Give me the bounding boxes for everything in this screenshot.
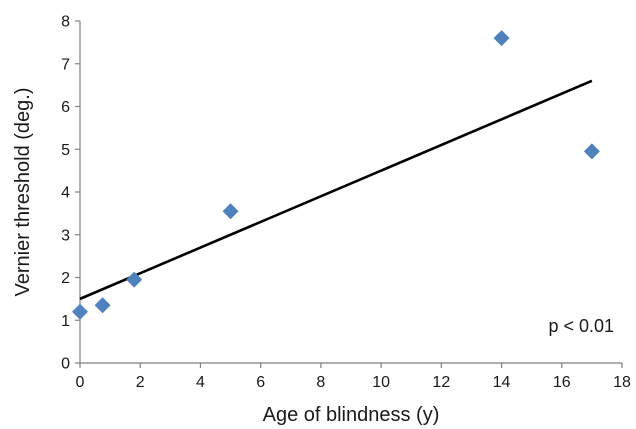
y-tick-label: 6 bbox=[61, 99, 70, 116]
x-tick-label: 6 bbox=[256, 374, 265, 391]
x-axis-title: Age of blindness (y) bbox=[263, 404, 440, 426]
data-point bbox=[126, 271, 143, 288]
y-tick-label: 5 bbox=[61, 142, 70, 159]
p-value-annotation: p < 0.01 bbox=[548, 316, 614, 336]
data-points bbox=[72, 30, 600, 320]
x-tick-label: 0 bbox=[76, 374, 85, 391]
y-axis-title: Vernier threshold (deg.) bbox=[12, 87, 34, 296]
data-point bbox=[94, 297, 111, 314]
x-tick-label: 2 bbox=[136, 374, 145, 391]
data-point bbox=[583, 143, 600, 160]
x-tick-label: 18 bbox=[613, 374, 631, 391]
y-tick-label: 4 bbox=[61, 185, 70, 202]
x-tick-label: 8 bbox=[316, 374, 325, 391]
x-tick-label: 4 bbox=[196, 374, 205, 391]
data-point bbox=[72, 303, 88, 320]
trendline bbox=[79, 79, 593, 301]
axes bbox=[79, 21, 622, 364]
x-tick-label: 12 bbox=[432, 374, 450, 391]
x-tick-label: 16 bbox=[553, 374, 571, 391]
x-tick-label: 10 bbox=[372, 374, 390, 391]
y-tick-label: 2 bbox=[61, 270, 70, 287]
data-point bbox=[222, 203, 239, 220]
data-point bbox=[493, 30, 510, 47]
x-tick-label: 14 bbox=[493, 374, 511, 391]
y-tick-label: 1 bbox=[61, 313, 70, 330]
y-tick-label: 0 bbox=[61, 356, 70, 373]
y-tick-label: 8 bbox=[61, 14, 70, 31]
y-axis-ticks: 0 1 2 3 4 5 6 7 8 bbox=[61, 14, 80, 373]
x-axis-ticks: 0 2 4 6 8 10 12 14 16 18 bbox=[76, 363, 631, 391]
y-tick-label: 7 bbox=[61, 56, 70, 73]
y-tick-label: 3 bbox=[61, 227, 70, 244]
